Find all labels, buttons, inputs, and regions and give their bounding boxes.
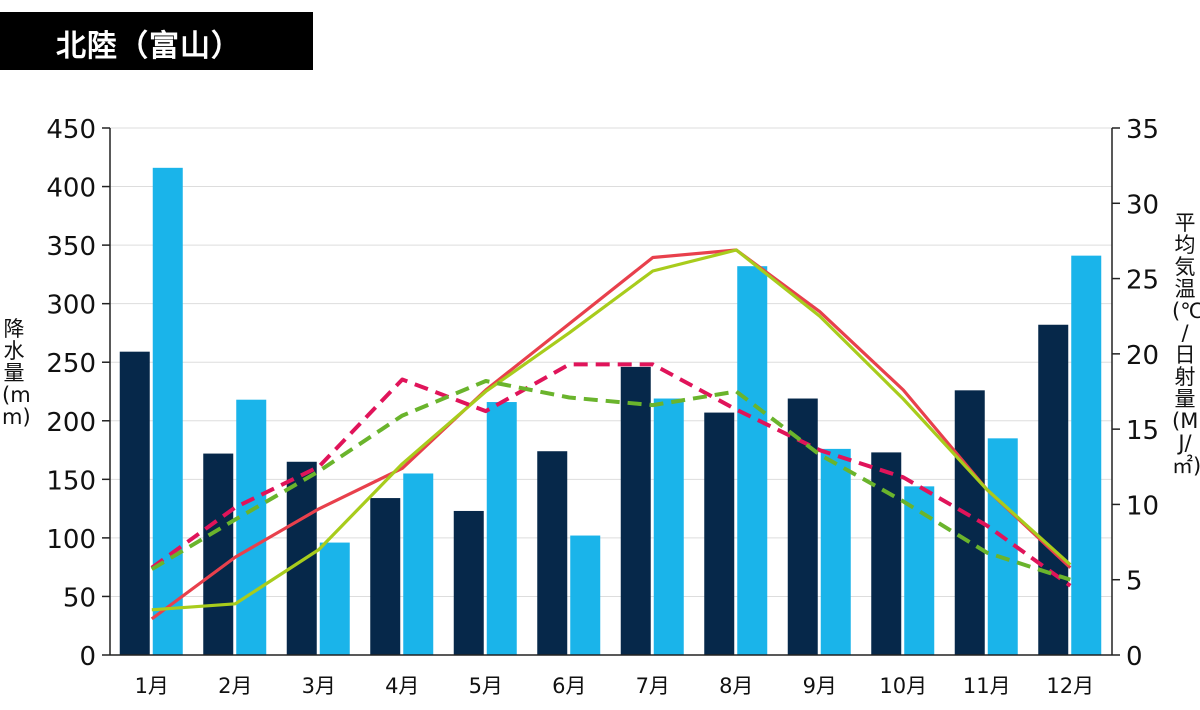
- bar-series-2-10月: [904, 486, 935, 655]
- bar-series-2-9月: [820, 448, 851, 655]
- bar-series-1-4月: [370, 498, 401, 655]
- x-tick-label: 7月: [636, 674, 670, 698]
- bar-series-1-9月: [787, 398, 818, 655]
- right-tick-label: 35: [1126, 115, 1159, 145]
- left-tick-label: 300: [46, 291, 96, 321]
- left-tick-label: 450: [46, 115, 96, 145]
- right-tick-label: 10: [1126, 491, 1159, 521]
- bar-series-2-6月: [570, 535, 601, 655]
- x-tick-label: 10月: [879, 674, 927, 698]
- bar-series-2-2月: [236, 399, 267, 655]
- left-axis-label: 降水量(mm): [2, 318, 31, 428]
- bar-series-1-12月: [1038, 324, 1069, 655]
- x-tick-label: 3月: [302, 674, 336, 698]
- x-tick-label: 8月: [719, 674, 753, 698]
- left-tick-label: 400: [46, 174, 96, 204]
- x-tick-label: 9月: [803, 674, 837, 698]
- bar-series-1-7月: [620, 366, 651, 655]
- right-axis-label: 平均気温(℃) / 日射量(MJ/㎡): [1172, 211, 1200, 478]
- chart-title-box: 北陸（富山）: [0, 12, 313, 70]
- left-tick-label: 350: [46, 232, 96, 262]
- x-tick-label: 4月: [385, 674, 419, 698]
- right-tick-label: 15: [1126, 416, 1159, 446]
- x-tick-label: 5月: [469, 674, 503, 698]
- bar-series-2-7月: [653, 398, 684, 655]
- left-tick-label: 150: [46, 466, 96, 496]
- right-tick-label: 0: [1126, 642, 1143, 672]
- bar-series-2-4月: [403, 473, 434, 655]
- line-series-2: [151, 248, 1072, 612]
- bar-series-1-3月: [286, 461, 317, 655]
- x-tick-label: 2月: [218, 674, 252, 698]
- left-tick-label: 0: [79, 642, 96, 672]
- right-axis-label-text: 平均気温(℃) / 日射量(MJ/㎡): [1172, 211, 1200, 478]
- bar-series-1-1月: [119, 351, 150, 655]
- right-tick-label: 25: [1126, 266, 1159, 296]
- x-tick-label: 1月: [135, 674, 169, 698]
- right-tick-label: 30: [1126, 190, 1159, 220]
- left-tick-label: 100: [46, 525, 96, 555]
- bar-series-1-2月: [203, 453, 234, 655]
- bar-series-1-8月: [704, 412, 735, 655]
- line-series-3: [150, 362, 1072, 588]
- bar-series-2-5月: [486, 402, 517, 655]
- bar-series-1-5月: [453, 510, 484, 655]
- line-series-1: [150, 248, 1072, 621]
- bar-series-2-8月: [737, 266, 768, 655]
- line-series-4: [150, 379, 1071, 582]
- chart-title: 北陸（富山）: [56, 29, 242, 64]
- right-tick-label: 20: [1126, 341, 1159, 371]
- x-tick-label: 11月: [963, 674, 1011, 698]
- left-tick-label: 250: [46, 349, 96, 379]
- left-tick-label: 200: [46, 408, 96, 438]
- bar-series-2-1月: [152, 167, 183, 655]
- bar-series-1-10月: [871, 452, 902, 655]
- left-tick-label: 50: [63, 583, 96, 613]
- bar-series-1-6月: [537, 451, 568, 655]
- left-axis-label-text: 降水量(mm): [2, 317, 31, 430]
- x-tick-label: 6月: [552, 674, 586, 698]
- bar-series-2-3月: [319, 542, 350, 655]
- x-tick-label: 12月: [1046, 674, 1094, 698]
- right-tick-label: 5: [1126, 567, 1143, 597]
- bar-series-2-12月: [1071, 255, 1102, 655]
